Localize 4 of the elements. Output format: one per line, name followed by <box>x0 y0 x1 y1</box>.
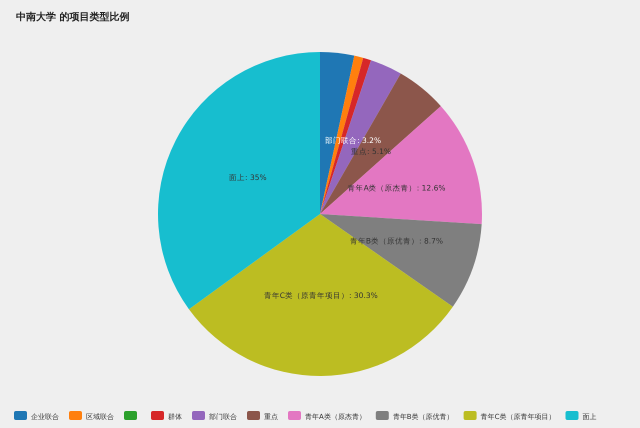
pie-slice <box>320 60 401 214</box>
pie-slice <box>320 106 482 224</box>
pie-slice <box>188 214 453 376</box>
chart-title: 中南大学 的项目类型比例 <box>16 11 130 23</box>
